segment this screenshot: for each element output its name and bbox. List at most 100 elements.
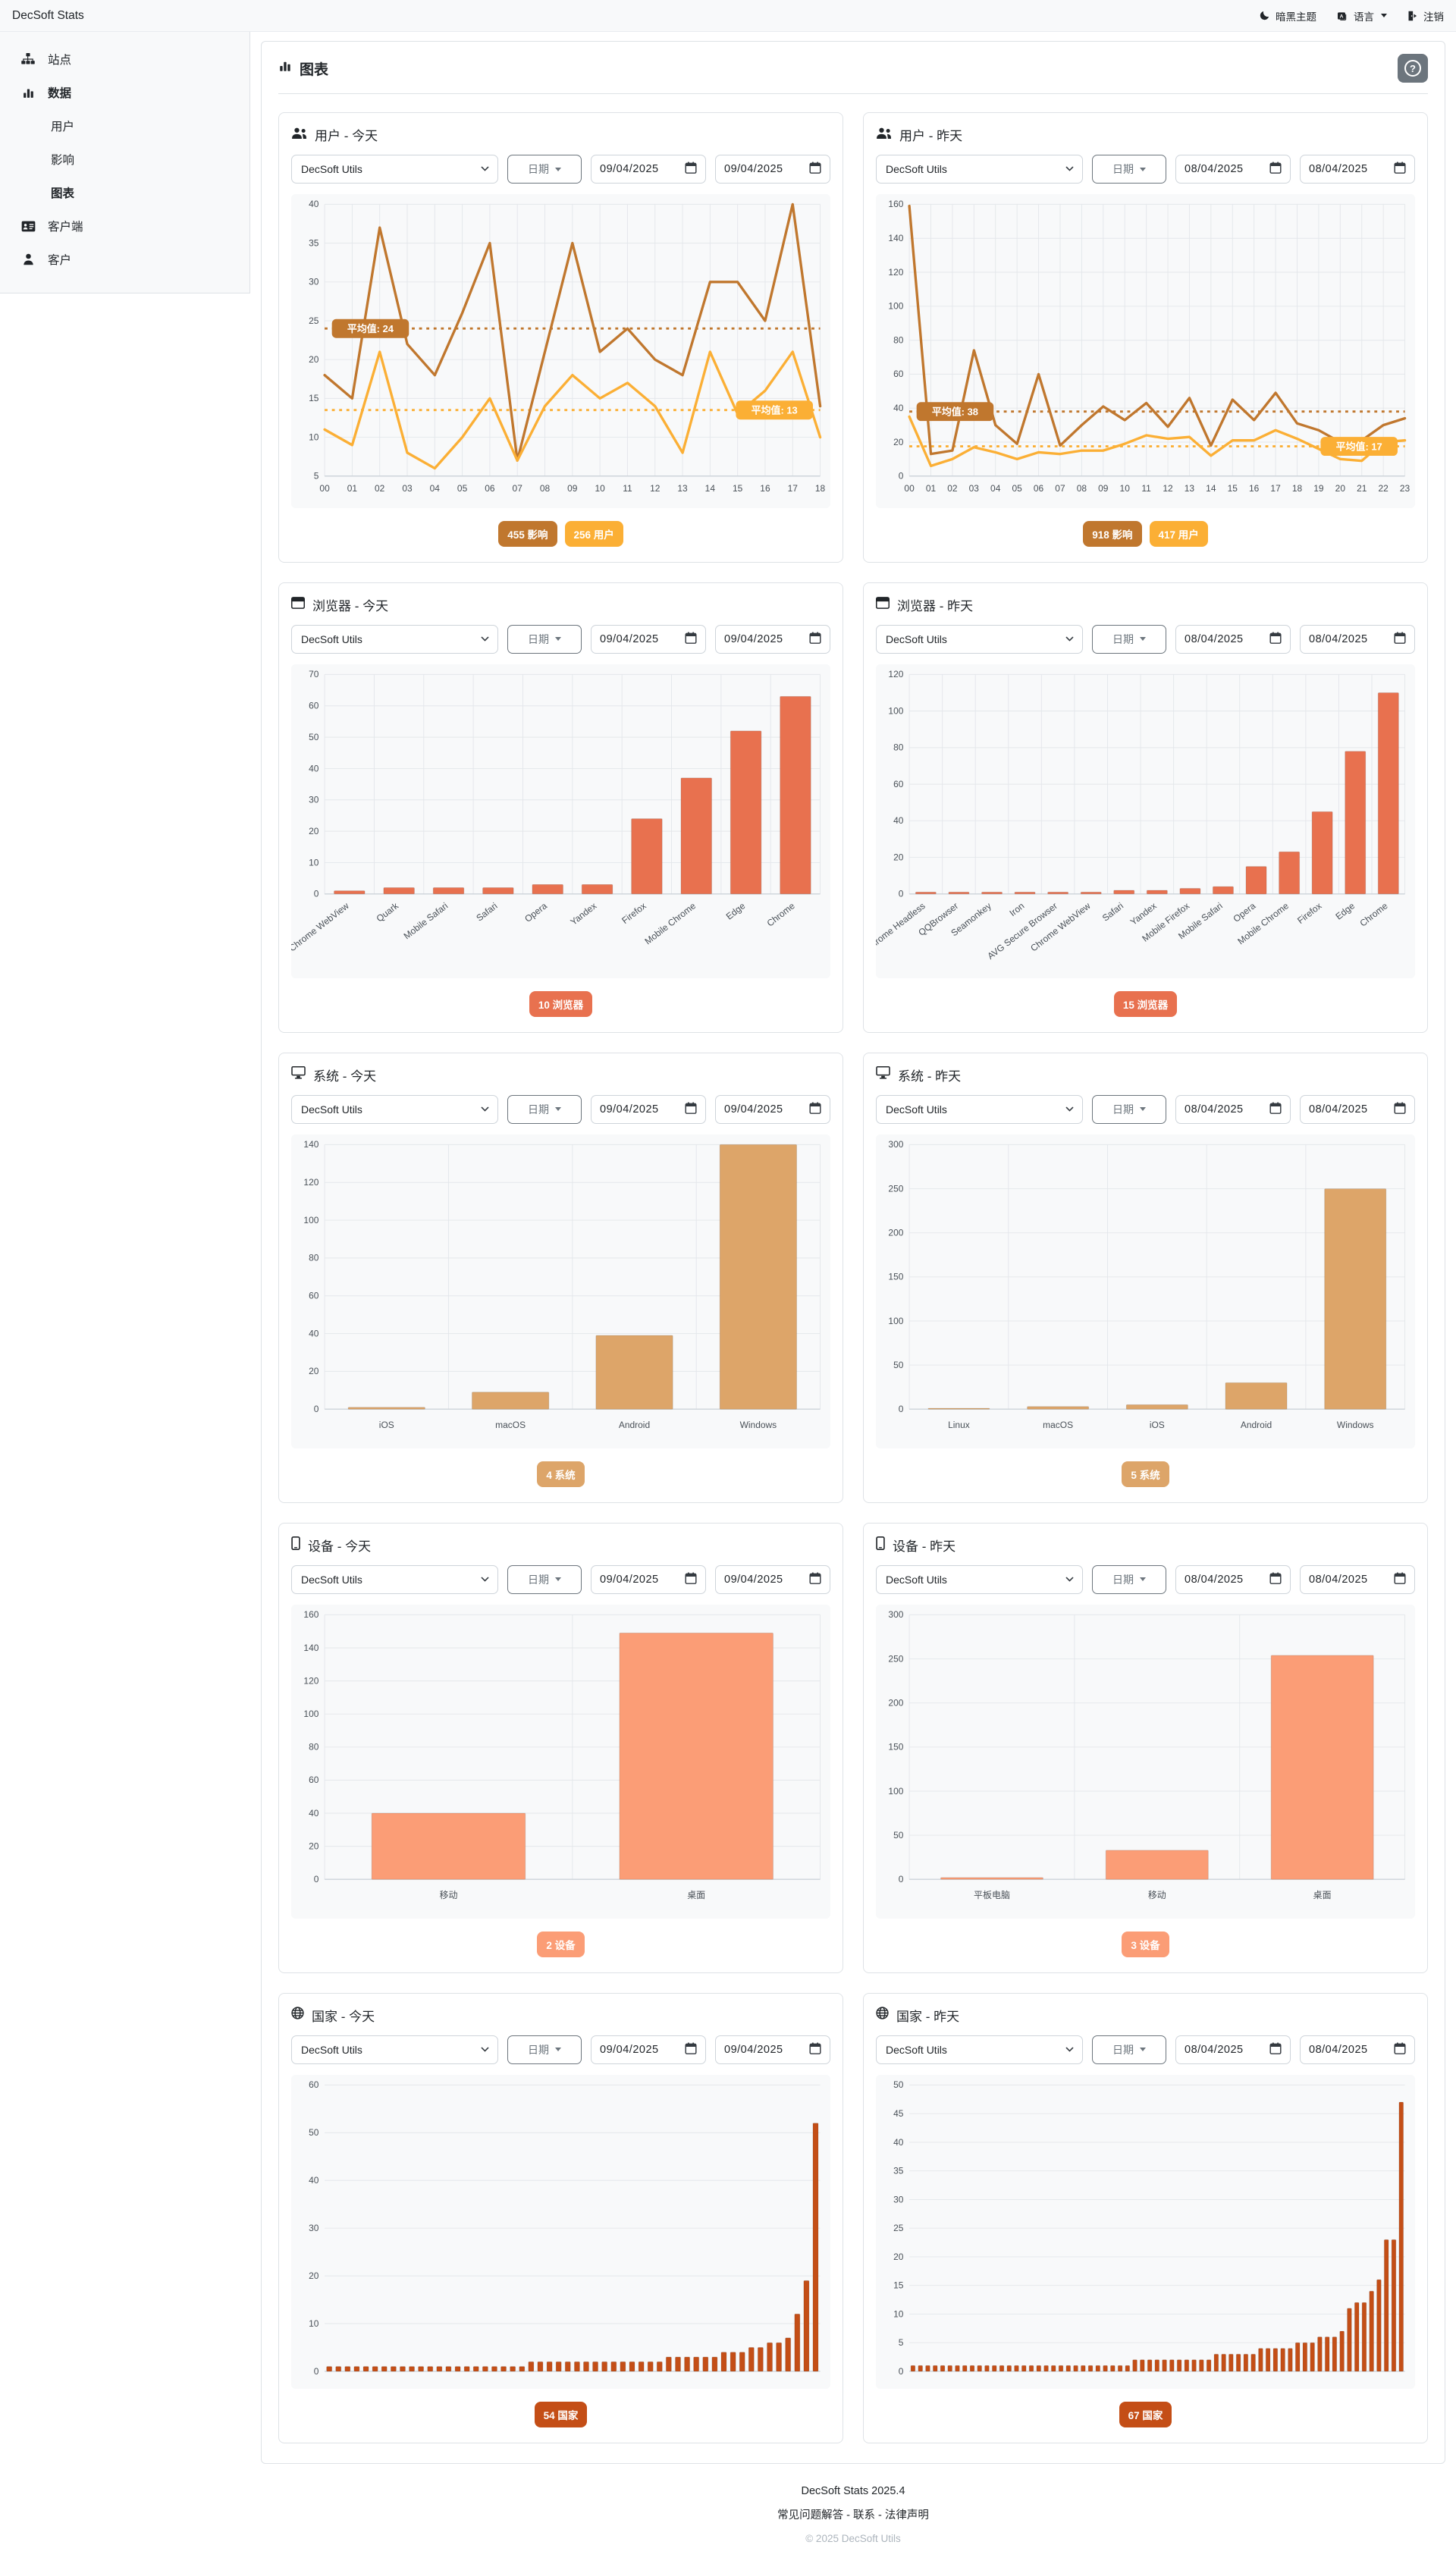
site-select[interactable]: DecSoft Utils bbox=[876, 624, 1083, 654]
site-select-input[interactable]: DecSoft Utils bbox=[291, 155, 498, 184]
calendar-icon bbox=[1269, 2042, 1282, 2057]
date-range-button[interactable]: 日期 bbox=[1092, 2035, 1166, 2064]
date-start-input[interactable]: 08/04/2025 bbox=[1175, 155, 1291, 184]
svg-text:250: 250 bbox=[888, 1653, 903, 1664]
svg-text:00: 00 bbox=[319, 483, 330, 494]
svg-text:平均值: 17: 平均值: 17 bbox=[1336, 441, 1382, 452]
svg-text:20: 20 bbox=[893, 852, 904, 862]
date-start-input[interactable]: 09/04/2025 bbox=[591, 1564, 706, 1594]
svg-text:06: 06 bbox=[1034, 483, 1044, 494]
date-range-button[interactable]: 日期 bbox=[1092, 1094, 1166, 1124]
date-range-button[interactable]: 日期 bbox=[507, 1564, 582, 1594]
svg-text:60: 60 bbox=[893, 369, 904, 379]
date-end-input[interactable]: 09/04/2025 bbox=[715, 155, 830, 184]
site-select[interactable]: DecSoft Utils bbox=[876, 2035, 1083, 2064]
sidebar: 站点 数据 用户 影响图表客户端 客户 bbox=[0, 32, 250, 293]
svg-text:10: 10 bbox=[309, 2318, 319, 2329]
site-select-input[interactable]: DecSoft Utils bbox=[876, 1564, 1083, 1594]
svg-text:150: 150 bbox=[888, 1272, 903, 1282]
sidebar-item-data[interactable]: 数据 bbox=[0, 76, 249, 109]
site-select[interactable]: DecSoft Utils bbox=[876, 1094, 1083, 1124]
site-select-input[interactable]: DecSoft Utils bbox=[291, 2035, 498, 2064]
sidebar-item-impressions[interactable]: 影响 bbox=[0, 143, 249, 176]
sidebar-item-label: 图表 bbox=[51, 187, 75, 200]
site-select[interactable]: DecSoft Utils bbox=[291, 155, 498, 184]
svg-text:300: 300 bbox=[888, 1139, 903, 1150]
date-start-input[interactable]: 09/04/2025 bbox=[591, 1094, 706, 1124]
site-select-input[interactable]: DecSoft Utils bbox=[876, 2035, 1083, 2064]
date-end-input[interactable]: 08/04/2025 bbox=[1300, 2035, 1415, 2064]
sidebar-item-users[interactable]: 用户 bbox=[0, 109, 249, 143]
sidebar-item-customers[interactable]: 客户 bbox=[0, 243, 249, 276]
help-button[interactable]: ? bbox=[1398, 54, 1428, 83]
date-range-button[interactable]: 日期 bbox=[507, 155, 582, 184]
site-select-input[interactable]: DecSoft Utils bbox=[876, 155, 1083, 184]
date-end-input[interactable]: 09/04/2025 bbox=[715, 624, 830, 654]
date-range-button[interactable]: 日期 bbox=[507, 1094, 582, 1124]
summary-badge: 5 系统 bbox=[1122, 1461, 1169, 1487]
svg-text:140: 140 bbox=[303, 1139, 318, 1150]
calendar-icon bbox=[1269, 1572, 1282, 1587]
chart-plot: 0 10 20 30 40 50 60 bbox=[291, 2074, 830, 2389]
date-start-input[interactable]: 09/04/2025 bbox=[591, 155, 706, 184]
site-select[interactable]: DecSoft Utils bbox=[876, 1564, 1083, 1594]
date-end-input[interactable]: 08/04/2025 bbox=[1300, 624, 1415, 654]
sidebar-item-sites[interactable]: 站点 bbox=[0, 42, 249, 76]
date-end-input[interactable]: 08/04/2025 bbox=[1300, 1564, 1415, 1594]
svg-text:Android: Android bbox=[1241, 1420, 1272, 1430]
footer-link-0[interactable]: 常见问题解答 bbox=[777, 2509, 844, 2521]
date-start-input[interactable]: 08/04/2025 bbox=[1175, 624, 1291, 654]
date-end-input[interactable]: 09/04/2025 bbox=[715, 2035, 830, 2064]
svg-text:20: 20 bbox=[893, 2252, 904, 2262]
date-start-value: 08/04/2025 bbox=[1185, 1103, 1244, 1116]
site-select-input[interactable]: DecSoft Utils bbox=[291, 1094, 498, 1124]
date-start-value: 09/04/2025 bbox=[600, 632, 659, 645]
date-start-input[interactable]: 08/04/2025 bbox=[1175, 1564, 1291, 1594]
sidebar-item-clients[interactable]: 客户端 bbox=[0, 209, 249, 243]
svg-text:04: 04 bbox=[990, 483, 1001, 494]
footer-link-2[interactable]: 法律声明 bbox=[884, 2509, 929, 2521]
chevron-down-icon bbox=[1381, 14, 1387, 17]
svg-text:25: 25 bbox=[309, 315, 319, 326]
site-select[interactable]: DecSoft Utils bbox=[876, 155, 1083, 184]
chart-card-browsers-yesterday: 浏览器 - 昨天 DecSoft Utils 日期 08/04/2025 08/04/2… bbox=[863, 582, 1428, 1033]
site-select[interactable]: DecSoft Utils bbox=[291, 2035, 498, 2064]
svg-text:10: 10 bbox=[893, 2308, 904, 2319]
date-start-input[interactable]: 08/04/2025 bbox=[1175, 2035, 1291, 2064]
site-select-input[interactable]: DecSoft Utils bbox=[291, 624, 498, 654]
caret-down-icon bbox=[555, 1107, 561, 1112]
site-select[interactable]: DecSoft Utils bbox=[291, 1564, 498, 1594]
svg-text:250: 250 bbox=[888, 1183, 903, 1194]
date-range-button[interactable]: 日期 bbox=[1092, 624, 1166, 654]
site-select[interactable]: DecSoft Utils bbox=[291, 1094, 498, 1124]
date-start-input[interactable]: 09/04/2025 bbox=[591, 2035, 706, 2064]
site-select-input[interactable]: DecSoft Utils bbox=[291, 1564, 498, 1594]
svg-text:120: 120 bbox=[303, 1675, 318, 1686]
logout-button[interactable]: 注销 bbox=[1407, 8, 1444, 24]
sidebar-item-charts[interactable]: 图表 bbox=[0, 176, 249, 209]
date-end-input[interactable]: 09/04/2025 bbox=[715, 1094, 830, 1124]
dark-theme-toggle[interactable]: 暗黑主题 bbox=[1259, 8, 1316, 24]
language-menu[interactable]: A 语言 bbox=[1336, 8, 1387, 24]
date-end-input[interactable]: 09/04/2025 bbox=[715, 1564, 830, 1594]
svg-text:100: 100 bbox=[303, 1709, 318, 1719]
svg-text:50: 50 bbox=[893, 2079, 904, 2090]
svg-text:10: 10 bbox=[309, 857, 319, 868]
svg-text:平板电脑: 平板电脑 bbox=[974, 1890, 1010, 1900]
date-start-input[interactable]: 09/04/2025 bbox=[591, 624, 706, 654]
svg-text:0: 0 bbox=[314, 1404, 319, 1414]
date-end-input[interactable]: 08/04/2025 bbox=[1300, 155, 1415, 184]
svg-text:桌面: 桌面 bbox=[1313, 1890, 1332, 1900]
site-select-input[interactable]: DecSoft Utils bbox=[876, 1094, 1083, 1124]
date-end-input[interactable]: 08/04/2025 bbox=[1300, 1094, 1415, 1124]
date-range-button[interactable]: 日期 bbox=[507, 624, 582, 654]
date-range-button[interactable]: 日期 bbox=[507, 2035, 582, 2064]
site-select[interactable]: DecSoft Utils bbox=[291, 624, 498, 654]
date-range-button[interactable]: 日期 bbox=[1092, 1564, 1166, 1594]
date-start-input[interactable]: 08/04/2025 bbox=[1175, 1094, 1291, 1124]
site-select-input[interactable]: DecSoft Utils bbox=[876, 624, 1083, 654]
svg-text:30: 30 bbox=[309, 795, 319, 805]
footer-link-1[interactable]: 联系 bbox=[853, 2509, 875, 2521]
chart-badges: 5 系统 bbox=[876, 1458, 1415, 1492]
date-range-button[interactable]: 日期 bbox=[1092, 155, 1166, 184]
